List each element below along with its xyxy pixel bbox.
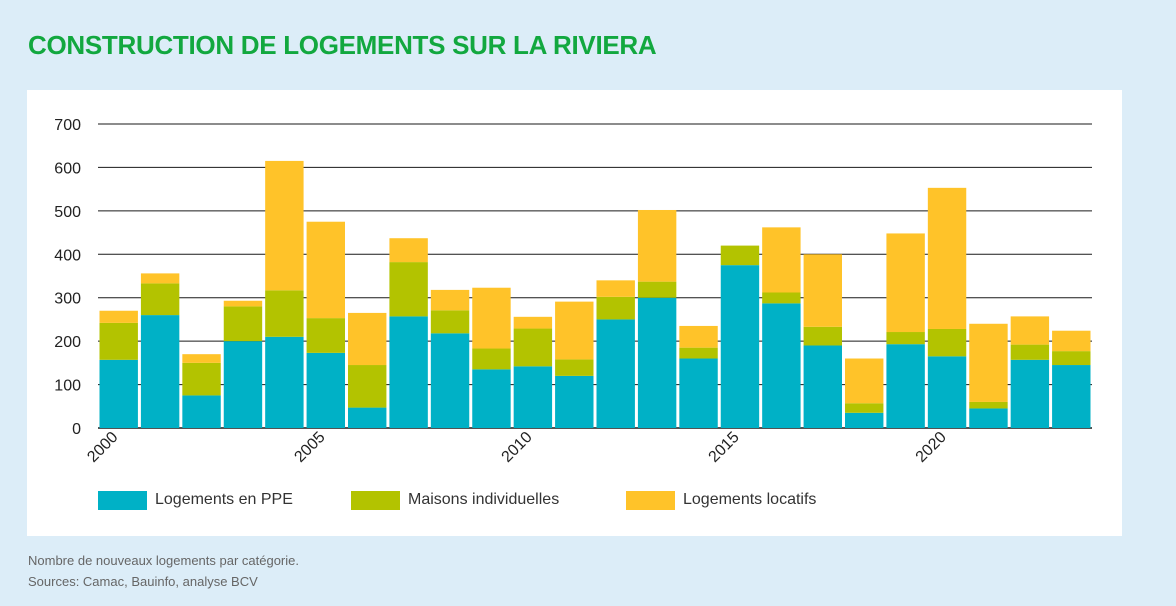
y-tick-label-100: 100 xyxy=(54,378,81,395)
legend-swatch-locatifs xyxy=(626,490,675,510)
bar-2002-series-0 xyxy=(182,395,221,428)
bar-2021-series-2 xyxy=(969,323,1008,402)
bar-2009-series-2 xyxy=(472,287,511,349)
y-tick-label-200: 200 xyxy=(54,334,81,351)
bar-2010-series-0 xyxy=(513,366,553,428)
bar-2000-series-0 xyxy=(99,359,138,428)
bar-2012-series-2 xyxy=(596,280,635,297)
bar-2000-series-2 xyxy=(99,310,138,323)
bar-idx23-series-0 xyxy=(1052,365,1091,428)
page-title: CONSTRUCTION DE LOGEMENTS SUR LA RIVIERA xyxy=(28,30,657,60)
y-tick-label-400: 400 xyxy=(54,247,81,264)
bar-2012-series-0 xyxy=(596,319,635,428)
bar-2002-series-2 xyxy=(182,354,221,363)
bar-2022-series-1 xyxy=(1010,344,1050,360)
bar-2011-series-2 xyxy=(555,301,594,360)
bar-2002-series-1 xyxy=(182,362,221,396)
bar-2001-series-2 xyxy=(140,273,180,284)
y-tick-label-600: 600 xyxy=(54,160,81,177)
bar-2022-series-0 xyxy=(1010,359,1050,428)
x-tick-label-2005: 2005 xyxy=(291,429,328,466)
bar-2022-series-2 xyxy=(1010,316,1050,345)
bar-2004-series-2 xyxy=(265,160,304,291)
bar-2008-series-0 xyxy=(430,333,470,428)
footnote-description: Nombre de nouveaux logements par catégor… xyxy=(28,553,299,568)
bar-2013-series-1 xyxy=(637,281,677,298)
bar-2003-series-1 xyxy=(223,306,263,342)
bar-2008-series-1 xyxy=(430,310,470,334)
bar-2012-series-1 xyxy=(596,296,635,320)
x-tick-label-2020: 2020 xyxy=(913,429,950,466)
bar-2006-series-1 xyxy=(348,365,387,408)
bar-2021-series-1 xyxy=(969,401,1008,409)
bar-2016-series-1 xyxy=(762,292,801,304)
bar-2005-series-0 xyxy=(306,352,345,428)
bar-idx23-series-2 xyxy=(1052,330,1091,352)
bar-2014-series-0 xyxy=(679,358,718,428)
bar-2018-series-1 xyxy=(845,403,884,413)
legend-swatch-ppe xyxy=(98,490,147,510)
bar-2016-series-0 xyxy=(762,303,801,428)
bar-2003-series-2 xyxy=(223,300,263,307)
legend-item-locatifs: Logements locatifs xyxy=(626,489,816,511)
bar-2006-series-2 xyxy=(348,312,387,366)
bar-2018-series-0 xyxy=(845,412,884,428)
bar-2017-series-1 xyxy=(803,326,842,346)
legend-label-ppe: Logements en PPE xyxy=(155,491,293,508)
bar-2019-series-0 xyxy=(886,344,925,428)
bar-2017-series-0 xyxy=(803,345,842,428)
bar-2015-series-1 xyxy=(720,245,760,266)
bar-2015-series-0 xyxy=(720,265,760,428)
bar-2017-series-2 xyxy=(803,254,842,327)
legend-item-maisons: Maisons individuelles xyxy=(351,489,559,511)
bar-2007-series-2 xyxy=(389,238,428,263)
stacked-bar-chart: 0 100 200 300 400 500 600 700 2000 2005 2010 2015 20… xyxy=(54,117,1092,466)
bar-2010-series-1 xyxy=(513,328,553,367)
bar-2008-series-2 xyxy=(430,289,470,311)
x-tick-label-2000: 2000 xyxy=(84,429,121,466)
bar-2007-series-1 xyxy=(389,262,428,317)
bar-2003-series-0 xyxy=(223,341,263,428)
legend-item-ppe: Logements en PPE xyxy=(98,489,293,511)
bar-2014-series-1 xyxy=(679,347,718,359)
bar-2006-series-0 xyxy=(348,407,387,428)
bar-idx23-series-1 xyxy=(1052,351,1091,366)
bar-2004-series-0 xyxy=(265,336,304,428)
bar-2011-series-0 xyxy=(555,375,594,428)
bar-2009-series-1 xyxy=(472,348,511,370)
bar-2005-series-1 xyxy=(306,318,345,353)
y-tick-label-700: 700 xyxy=(54,117,81,134)
y-tick-label-500: 500 xyxy=(54,204,81,221)
bar-2018-series-2 xyxy=(845,358,884,404)
legend-label-maisons: Maisons individuelles xyxy=(408,491,560,508)
bar-2020-series-0 xyxy=(927,356,967,428)
x-tick-label-2015: 2015 xyxy=(706,429,743,466)
bar-2009-series-0 xyxy=(472,369,511,428)
legend-label-locatifs: Logements locatifs xyxy=(683,491,817,508)
bar-2016-series-2 xyxy=(762,227,801,293)
y-tick-label-300: 300 xyxy=(54,291,81,308)
chart-legend: Logements en PPE Maisons individuelles L… xyxy=(27,489,1122,511)
bar-2007-series-0 xyxy=(389,316,428,428)
legend-swatch-maisons xyxy=(351,490,400,510)
x-tick-label-2010: 2010 xyxy=(499,429,536,466)
bar-2014-series-2 xyxy=(679,325,718,348)
bar-2013-series-2 xyxy=(637,209,677,282)
bar-2013-series-0 xyxy=(637,297,677,428)
bar-2004-series-1 xyxy=(265,290,304,337)
bar-2020-series-2 xyxy=(927,187,967,329)
bar-2005-series-2 xyxy=(306,221,345,319)
bar-2020-series-1 xyxy=(927,328,967,357)
bar-2001-series-1 xyxy=(140,283,180,316)
bar-2010-series-2 xyxy=(513,316,553,329)
bar-2001-series-0 xyxy=(140,315,180,428)
bar-2000-series-1 xyxy=(99,322,138,360)
bar-2019-series-2 xyxy=(886,233,925,333)
footnote-sources: Sources: Camac, Bauinfo, analyse BCV xyxy=(28,574,258,589)
bar-2011-series-1 xyxy=(555,359,594,376)
bar-2019-series-1 xyxy=(886,332,925,345)
y-tick-label-0: 0 xyxy=(72,421,81,438)
chart-panel: 0 100 200 300 400 500 600 700 2000 2005 2010 2015 20… xyxy=(27,90,1122,536)
bar-2021-series-0 xyxy=(969,408,1008,428)
